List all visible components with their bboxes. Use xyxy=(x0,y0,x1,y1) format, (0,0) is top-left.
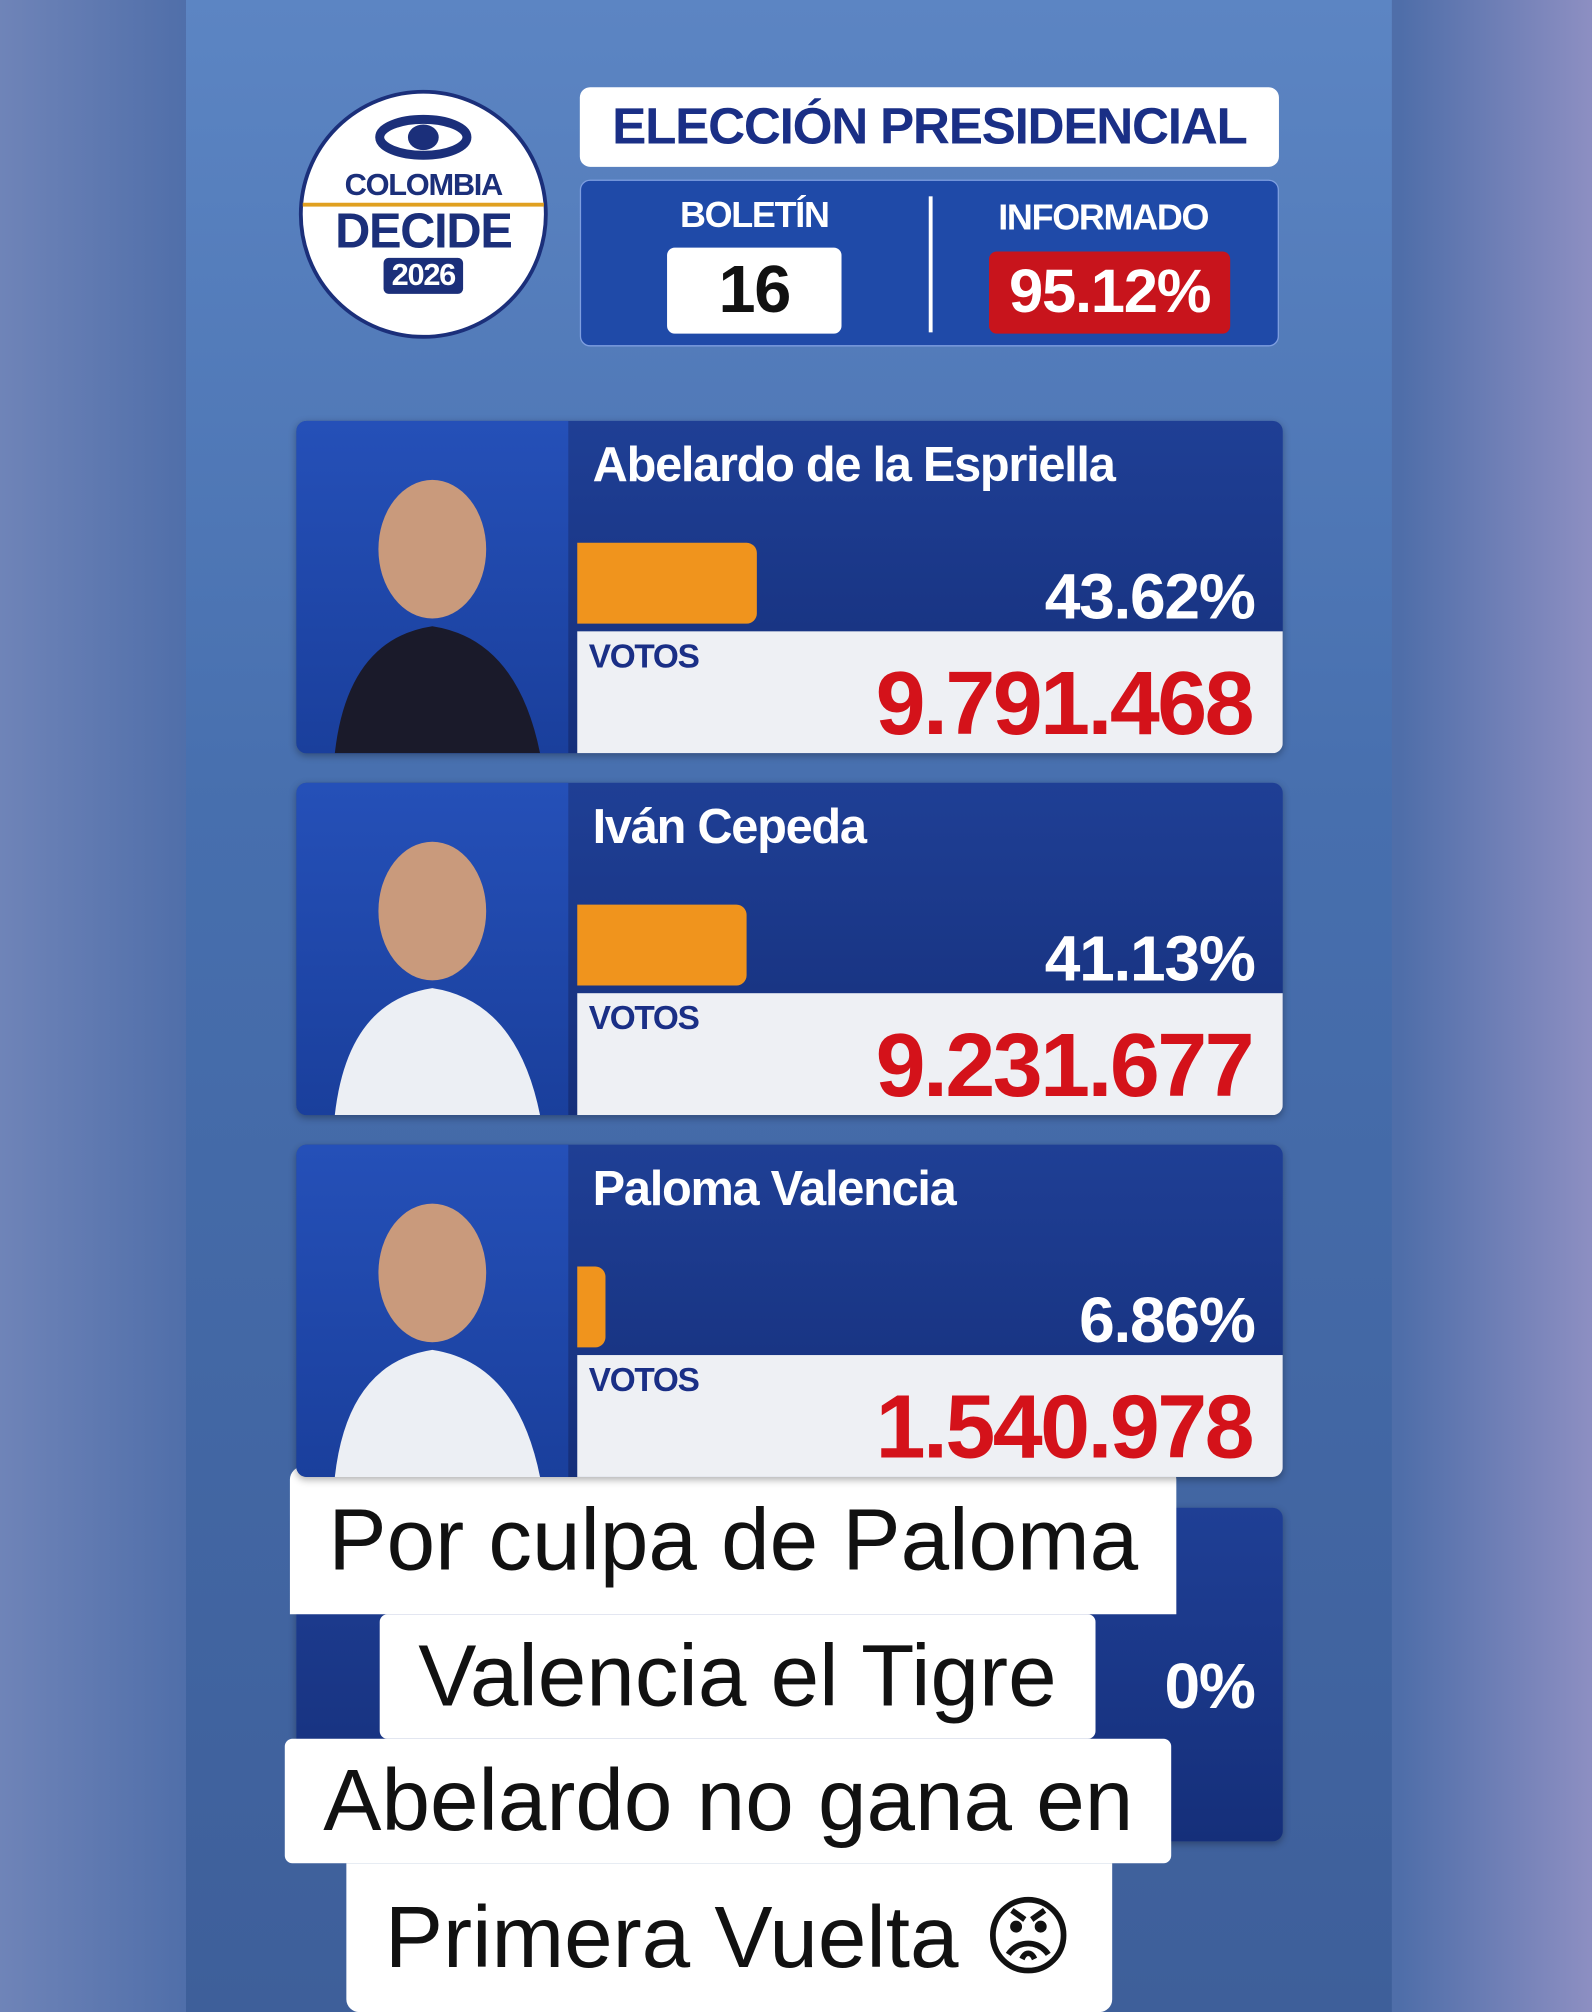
vote-bar xyxy=(577,904,747,986)
caption-line: Abelardo no gana en xyxy=(284,1738,1172,1864)
caption-line: Por culpa de Paloma xyxy=(289,1466,1177,1615)
candidate-pct: 6.86% xyxy=(1079,1284,1256,1357)
portrait xyxy=(334,1203,541,1477)
votes-box xyxy=(577,993,1283,1116)
candidate-pct: 41.13% xyxy=(1044,922,1256,995)
votes-label: VOTOS xyxy=(588,1360,700,1399)
candidate-name: Abelardo de la Espriella xyxy=(592,438,1116,493)
hidden-pct: 0% xyxy=(1164,1650,1255,1723)
candidate-photo xyxy=(296,1144,569,1477)
logo-title: DECIDE xyxy=(302,202,544,258)
votes-label: VOTOS xyxy=(588,636,700,675)
reported-label: INFORMADO xyxy=(998,197,1209,238)
candidate-photo xyxy=(296,782,569,1116)
divider xyxy=(928,196,933,333)
caption-line: Primera Vuelta 😡 xyxy=(346,1863,1113,2012)
candidate-card: Paloma Valencia 6.86% VOTOS 1.540.978 xyxy=(296,1144,1283,1477)
candidate-photo xyxy=(296,420,569,754)
candidate-pct: 43.62% xyxy=(1044,560,1256,633)
candidate-name: Iván Cepeda xyxy=(592,800,867,855)
logo-brand: COLOMBIA xyxy=(344,168,504,203)
reported: 95.12% xyxy=(989,251,1231,334)
candidate-name: Paloma Valencia xyxy=(592,1162,957,1217)
bulletin-label: BOLETÍN xyxy=(679,195,830,235)
votes: 9.791.468 xyxy=(875,653,1255,754)
title: ELECCIÓN PRESIDENCIAL xyxy=(579,87,1279,167)
votes: 9.231.677 xyxy=(875,1015,1255,1116)
portrait xyxy=(334,479,541,754)
votes-box xyxy=(577,631,1283,754)
bulletin: 16 xyxy=(667,247,842,334)
vote-bar xyxy=(577,1266,606,1348)
votes-label: VOTOS xyxy=(588,998,700,1037)
votes: 1.540.978 xyxy=(875,1376,1255,1477)
logo-year: 2026 xyxy=(383,257,463,294)
candidate-card: Iván Cepeda 41.13% VOTOS 9.231.677 xyxy=(296,782,1283,1116)
votes-box xyxy=(577,1355,1283,1477)
logo-icon xyxy=(375,114,472,160)
portrait xyxy=(334,841,541,1116)
logo: COLOMBIA DECIDE 2026 xyxy=(298,89,548,339)
candidate-card: Abelardo de la Espriella 43.62% VOTOS 9.791… xyxy=(296,420,1283,754)
vote-bar xyxy=(577,542,757,624)
caption-line: Valencia el Tigre xyxy=(379,1614,1096,1739)
